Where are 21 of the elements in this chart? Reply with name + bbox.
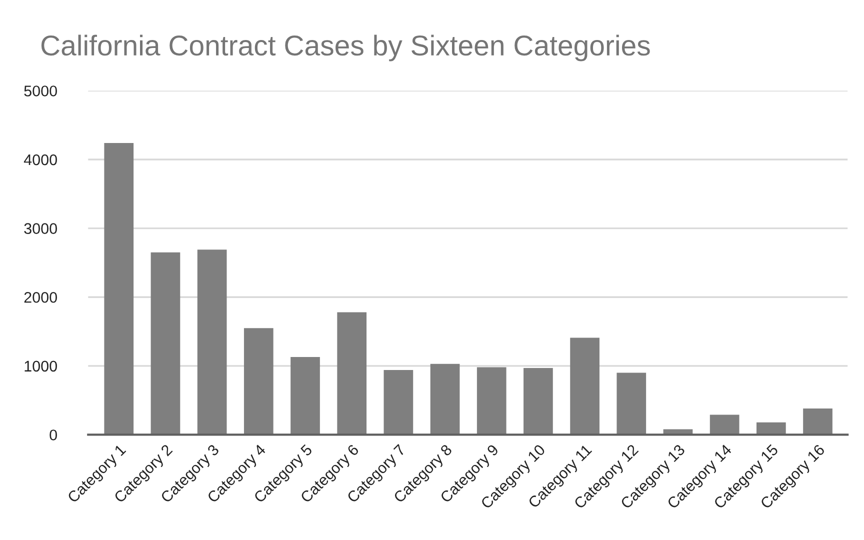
bar bbox=[337, 312, 367, 435]
bar bbox=[616, 372, 646, 435]
y-tick-label: 1000 bbox=[24, 360, 57, 372]
bar bbox=[104, 143, 134, 435]
bar bbox=[710, 414, 740, 435]
bar bbox=[150, 252, 180, 435]
y-tick-label: 5000 bbox=[24, 86, 57, 96]
y-tick-label: 4000 bbox=[24, 154, 57, 166]
bar bbox=[476, 367, 506, 435]
bar bbox=[384, 370, 414, 435]
y-tick-label: 2000 bbox=[24, 292, 57, 303]
chart-title: California Contract Cases by Sixteen Categories bbox=[41, 34, 650, 62]
bar bbox=[803, 408, 832, 435]
bar bbox=[570, 338, 600, 435]
bar bbox=[524, 368, 553, 435]
bar bbox=[197, 250, 227, 435]
y-tick-label: 3000 bbox=[24, 223, 57, 234]
bar bbox=[244, 328, 274, 435]
bar bbox=[430, 364, 460, 435]
bar bbox=[290, 356, 320, 435]
y-tick-label: 0 bbox=[50, 430, 57, 440]
